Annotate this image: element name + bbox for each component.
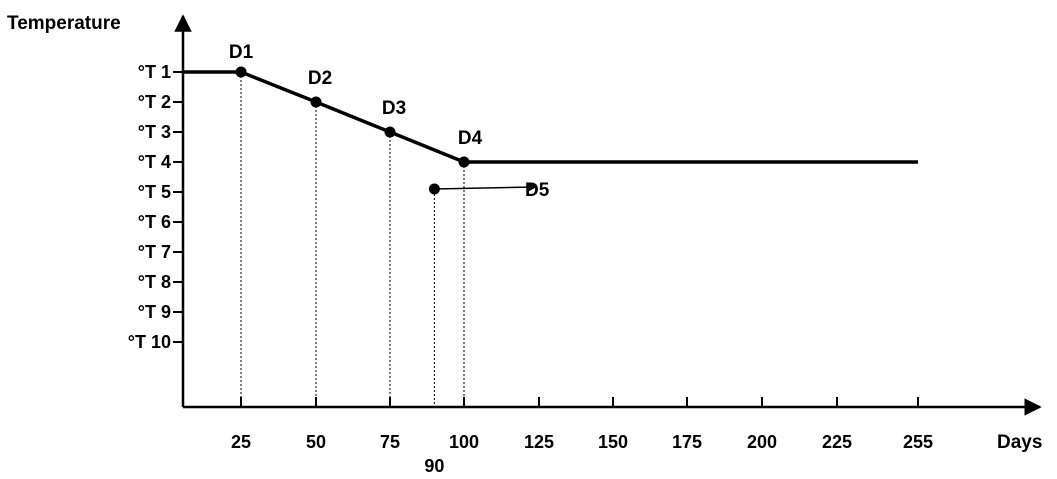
series-line [183, 70, 918, 164]
x-tick-label: 225 [822, 432, 852, 452]
x-tick-label: 150 [598, 432, 628, 452]
point-label-d3: D3 [382, 98, 406, 119]
data-point-d1 [235, 66, 247, 78]
y-tick-label: °T 2 [138, 92, 171, 112]
y-ticks: °T 1 °T 2 °T 3 °T 4 °T 5 °T 6 °T 7 °T 8 °T 9 °T 1… [128, 62, 183, 352]
data-point-d3 [384, 126, 396, 138]
x-tick-label: 25 [231, 432, 251, 452]
y-tick-label: °T 1 [138, 62, 171, 82]
y-tick-label: °T 4 [138, 152, 171, 172]
y-tick-label: °T 10 [128, 332, 171, 352]
y-axis-title: Temperature [7, 13, 121, 34]
y-tick-label: °T 7 [138, 242, 171, 262]
x-axis-title: Days [997, 432, 1042, 453]
d5-arrow [434, 181, 538, 193]
data-point-d2 [310, 96, 322, 108]
y-tick-label: °T 8 [138, 272, 171, 292]
data-point-d5 [428, 183, 440, 195]
x-tick-label: 200 [747, 432, 777, 452]
x-tick-label-extra: 90 [424, 456, 444, 476]
y-tick-label: °T 9 [138, 302, 171, 322]
y-tick-label: °T 6 [138, 212, 171, 232]
y-tick-label: °T 5 [138, 182, 171, 202]
x-tick-label: 100 [449, 432, 479, 452]
point-label-d2: D2 [308, 68, 332, 89]
y-tick-label: °T 3 [138, 122, 171, 142]
data-point-d4 [458, 156, 470, 168]
points: D1 D2 D3 D4 D5 [229, 42, 550, 201]
point-label-d4: D4 [458, 128, 483, 149]
x-tick-label: 175 [672, 432, 702, 452]
series [183, 70, 918, 164]
x-tick-label: 75 [380, 432, 400, 452]
guide-lines [240, 72, 465, 407]
x-tick-label: 255 [903, 432, 933, 452]
x-tick-label: 125 [524, 432, 554, 452]
x-ticks: 25 50 75 100 125 150 175 200 225 255 90 [231, 397, 933, 476]
point-label-d5: D5 [525, 180, 550, 201]
point-label-d1: D1 [229, 42, 254, 63]
x-tick-label: 50 [306, 432, 326, 452]
